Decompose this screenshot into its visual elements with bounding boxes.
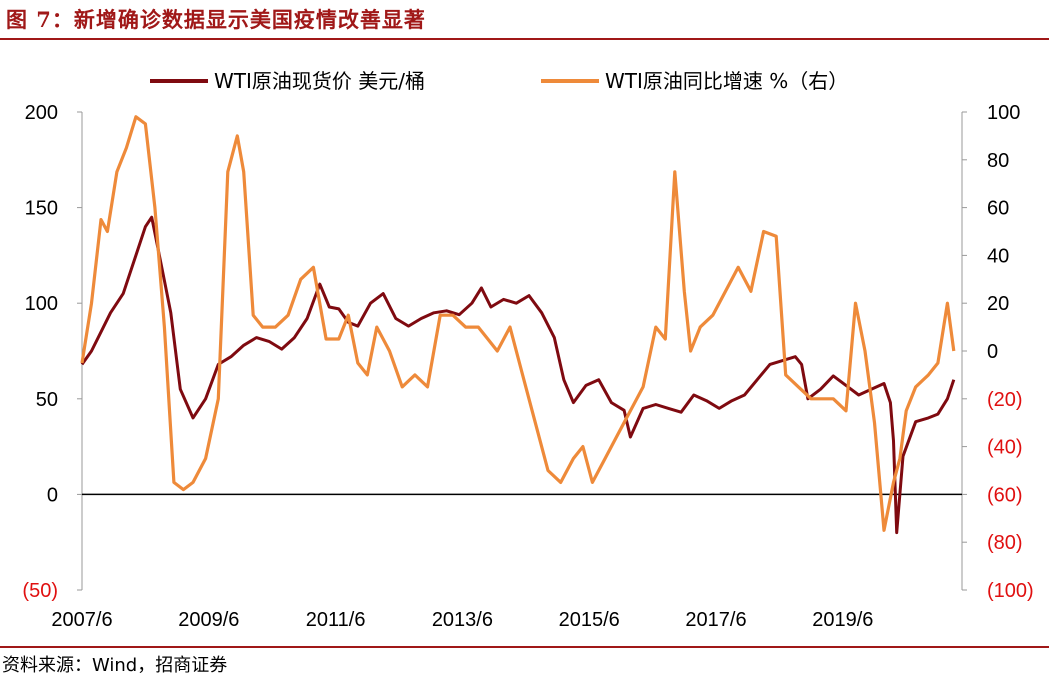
right-tick-label: 40: [987, 245, 1009, 267]
right-tick-label: (40): [987, 437, 1023, 459]
chart: 200150100500(50)100806040200(20)(40)(60)…: [22, 69, 1034, 631]
left-tick-label: 150: [25, 198, 58, 220]
legend-label-yoy: WTI原油同比增速 %（右）: [605, 69, 848, 93]
x-tick-label: 2015/6: [559, 609, 620, 631]
figure-title: 图 7：新增确诊数据显示美国疫情改善显著: [6, 7, 426, 32]
x-tick-label: 2011/6: [306, 609, 366, 631]
left-tick-label: 50: [36, 389, 58, 411]
right-tick-label: 60: [987, 198, 1009, 220]
x-tick-label: 2013/6: [432, 609, 493, 631]
right-tick-label: 100: [987, 102, 1020, 124]
title-rule: [0, 38, 1049, 40]
right-tick-label: 20: [987, 293, 1009, 315]
legend-label-price: WTI原油现货价 美元/桶: [214, 69, 425, 93]
left-tick-label: 0: [47, 484, 58, 506]
right-tick-label: (100): [987, 580, 1034, 602]
right-tick-label: (20): [987, 389, 1023, 411]
right-tick-label: (60): [987, 484, 1023, 506]
x-tick-label: 2007/6: [51, 609, 112, 631]
left-tick-label: (50): [22, 580, 58, 602]
footer-rule: [0, 646, 1049, 648]
series-line-wti-price: [80, 215, 956, 535]
x-tick-label: 2017/6: [685, 609, 746, 631]
source-note: 资料来源：Wind，招商证券: [2, 655, 228, 676]
x-tick-label: 2019/6: [812, 609, 873, 631]
right-tick-label: 80: [987, 150, 1009, 172]
right-tick-label: 0: [987, 341, 998, 363]
series-line-wti-yoy: [80, 115, 956, 532]
left-tick-label: 100: [25, 293, 58, 315]
right-tick-label: (80): [987, 532, 1023, 554]
x-tick-label: 2009/6: [178, 609, 239, 631]
left-tick-label: 200: [25, 102, 58, 124]
